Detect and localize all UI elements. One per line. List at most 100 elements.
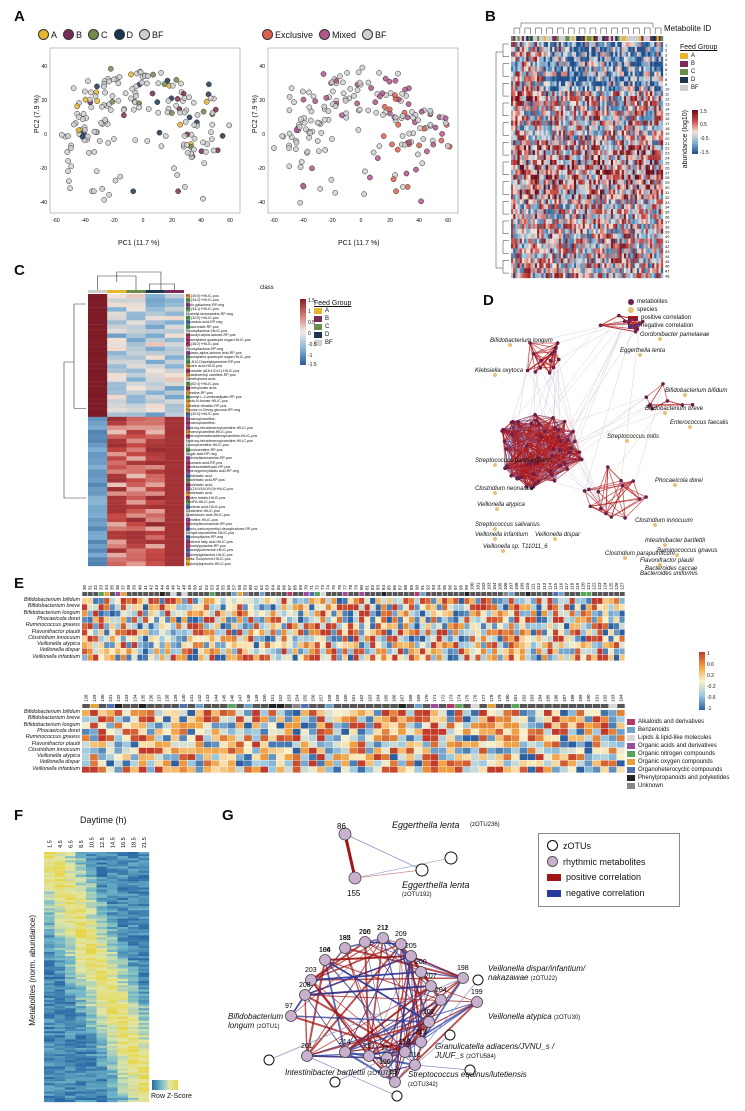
c-heat-cell [126,530,146,536]
b-heat-cell [621,140,625,146]
b-heat-cell [584,140,588,146]
c-heat-cell [88,456,108,461]
b-heat-cell [554,199,557,205]
b-heat-cell [543,219,546,225]
b-heat-cell [591,91,594,97]
c-heat-cell [145,307,165,312]
b-heat-cell [528,135,531,141]
b-heat-cell [519,233,523,239]
b-heat-cell [600,179,603,185]
b-heat-cell [515,223,518,229]
b-heat-cell [563,194,566,200]
b-heat-cell [623,66,627,72]
b-heat-cell [628,91,631,97]
b-heat-cell [534,169,538,175]
b-heat-cell [602,209,605,215]
b-heat-cell [528,140,531,146]
b-heat-cell [528,268,531,274]
b-heat-cell [643,204,646,210]
b-heat-cell [558,199,562,205]
b-heat-cell [660,140,664,146]
b-heat-cell [545,96,549,102]
pca-x-tick: 60 [445,218,451,224]
pca-point [415,151,421,158]
c-heat-cell [88,324,108,330]
c-group-a: A [314,307,351,315]
c-heat-cell [88,359,108,365]
b-heat-cell [608,51,612,57]
b-heat-cell [513,164,516,170]
b-heat-cell [654,204,657,210]
pca-point [306,134,312,141]
b-heat-cell [608,214,612,220]
b-heat-cell [621,125,625,131]
b-heat-cell [632,268,635,274]
b-heat-cell [630,81,633,87]
b-heat-cell [543,46,546,52]
b-heat-cell [658,115,661,121]
b-heat-cell [584,101,588,107]
b-heat-cell [539,91,542,97]
c-row-label: N-acetylputrescine-HILIC-pos [186,548,234,553]
c-row-label: Fructosyllysine-RP-neg [186,535,224,540]
b-heat-cell [565,56,568,62]
b-heat-cell [636,86,640,92]
b-heat-cell [600,194,603,200]
b-heat-cell [563,169,566,175]
b-heat-cell [576,189,579,195]
b-heat-cell [526,160,529,166]
b-heat-cell [615,56,618,62]
c-heat-cell [164,421,185,426]
b-heat-cell [563,61,566,67]
c-class-cell [186,508,190,514]
b-heat-cell [511,91,514,97]
b-heat-cell [656,174,659,180]
b-heat-cell [600,130,603,136]
b-heat-cell [619,155,622,161]
b-heat-cell [545,71,549,77]
c-row-label: Indolelactic acid-RP-pos [186,478,225,483]
b-group-bar-cell [658,36,662,41]
b-heat-cell [565,174,568,180]
b-heat-cell [636,194,640,200]
b-heat-cell [649,51,653,57]
b-heat-cell [550,174,553,180]
b-heat-cell [558,209,562,215]
b-heat-cell [654,115,657,121]
b-heat-cell [615,91,618,97]
b-heat-cell [626,130,629,136]
b-heat-cell [643,86,646,92]
c-heat-cell [164,390,185,396]
b-heat-cell [615,233,618,239]
b-heat-cell [556,169,559,175]
b-heat-cell [619,56,622,62]
b-heat-cell [591,258,594,264]
b-heat-cell [550,125,553,131]
b-heat-cell [545,253,549,259]
b-heat-cell [649,164,653,170]
b-heat-cell [634,160,638,166]
b-heat-cell [532,160,536,166]
pca-point [298,159,305,165]
b-heat-cell [560,223,564,229]
b-group-bar-cell [560,36,564,41]
pca-point [79,133,86,140]
b-heat-cell [521,223,525,229]
b-heat-cell [587,194,590,200]
b-heat-cell [578,273,581,279]
b-heat-cell [649,189,653,195]
b-heat-cell [643,258,646,264]
b-heat-cell [591,248,594,254]
b-dendrogram-left [502,142,509,156]
pca-point [402,86,408,93]
b-heat-cell [639,233,642,239]
b-heat-cell [521,91,525,97]
b-heat-cell [617,71,620,77]
c-heat-cell [145,513,165,518]
b-heat-cell [534,96,538,102]
b-heat-cell [571,238,575,244]
b-heat-cell [632,42,635,48]
b-heat-cell [619,145,622,151]
b-heat-cell [628,273,631,279]
b-heat-cell [649,76,653,82]
